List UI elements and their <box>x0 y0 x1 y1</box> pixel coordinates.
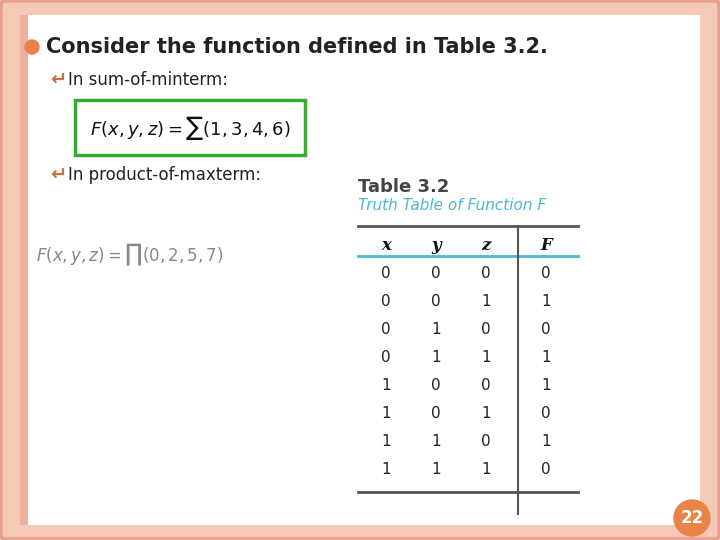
Text: 1: 1 <box>541 379 551 394</box>
Text: 1: 1 <box>431 435 441 449</box>
Text: 1: 1 <box>541 435 551 449</box>
Text: 0: 0 <box>431 379 441 394</box>
Text: 1: 1 <box>481 407 491 422</box>
Text: 0: 0 <box>481 267 491 281</box>
Text: Truth Table of Function F: Truth Table of Function F <box>358 198 546 213</box>
Text: 1: 1 <box>481 294 491 309</box>
Text: 0: 0 <box>481 322 491 338</box>
Text: 0: 0 <box>481 379 491 394</box>
Text: 1: 1 <box>381 379 391 394</box>
Text: y: y <box>431 238 441 254</box>
Text: 0: 0 <box>541 267 551 281</box>
Text: $\mathit{F}(\mathit{x},\mathit{y},\mathit{z}) = \sum(1,3,4,6)$: $\mathit{F}(\mathit{x},\mathit{y},\mathi… <box>89 113 290 141</box>
Text: $\mathit{F}(\mathit{x},\mathit{y},\mathit{z}) = \prod(0,2,5,7)$: $\mathit{F}(\mathit{x},\mathit{y},\mathi… <box>36 242 224 268</box>
Circle shape <box>25 40 39 54</box>
Text: 1: 1 <box>381 407 391 422</box>
Text: 0: 0 <box>431 294 441 309</box>
Text: 0: 0 <box>541 462 551 477</box>
Text: In sum-of-minterm:: In sum-of-minterm: <box>68 71 228 89</box>
Text: ↵: ↵ <box>50 165 66 185</box>
Text: 1: 1 <box>541 294 551 309</box>
Text: Table 3.2: Table 3.2 <box>358 178 449 196</box>
Text: x: x <box>381 238 391 254</box>
Text: Consider the function defined in Table 3.2.: Consider the function defined in Table 3… <box>46 37 548 57</box>
Text: 1: 1 <box>381 435 391 449</box>
Text: 0: 0 <box>381 350 391 366</box>
Text: 0: 0 <box>431 267 441 281</box>
Text: 0: 0 <box>381 267 391 281</box>
Text: 22: 22 <box>680 509 703 527</box>
Text: 0: 0 <box>541 322 551 338</box>
Text: F: F <box>540 238 552 254</box>
Text: 0: 0 <box>381 322 391 338</box>
Circle shape <box>674 500 710 536</box>
Text: 0: 0 <box>481 435 491 449</box>
Text: 1: 1 <box>381 462 391 477</box>
Text: 1: 1 <box>481 350 491 366</box>
Text: z: z <box>481 238 491 254</box>
Bar <box>20 15 28 525</box>
Text: 0: 0 <box>541 407 551 422</box>
Text: 1: 1 <box>431 322 441 338</box>
Text: ↵: ↵ <box>50 71 66 90</box>
Text: In product-of-maxterm:: In product-of-maxterm: <box>68 166 261 184</box>
Text: 0: 0 <box>431 407 441 422</box>
Text: 1: 1 <box>541 350 551 366</box>
FancyBboxPatch shape <box>75 100 305 155</box>
Text: 1: 1 <box>431 350 441 366</box>
Text: 1: 1 <box>481 462 491 477</box>
Text: 1: 1 <box>431 462 441 477</box>
Text: 0: 0 <box>381 294 391 309</box>
